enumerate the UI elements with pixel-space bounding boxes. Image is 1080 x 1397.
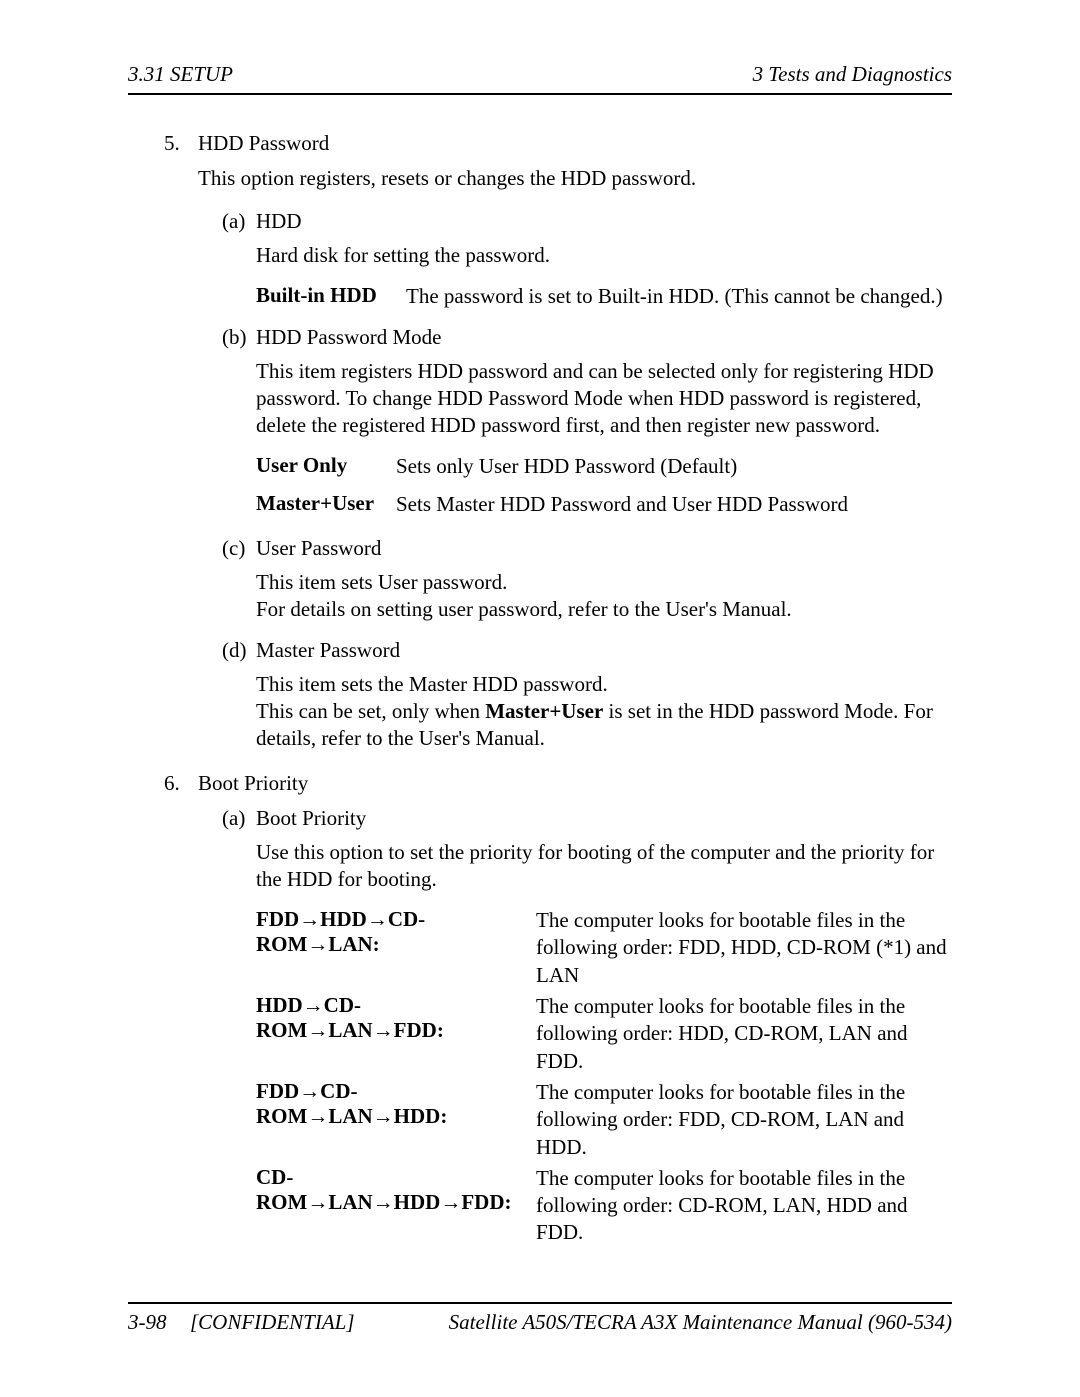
content-area: 5. HDD Password This option registers, r… xyxy=(128,95,952,1247)
boot-row-2-term: FDD→CD-ROM→LAN→HDD: xyxy=(256,1079,536,1161)
boot-row-1: HDD→CD-ROM→LAN→FDD: The computer looks f… xyxy=(256,993,952,1075)
boot-row-2: FDD→CD-ROM→LAN→HDD: The computer looks f… xyxy=(256,1079,952,1161)
item5a-title: HDD xyxy=(256,209,952,234)
item5c-marker: (c) xyxy=(222,536,256,561)
item5d-marker: (d) xyxy=(222,638,256,663)
item6a-marker: (a) xyxy=(222,806,256,831)
item5b-row2-term: Master+User xyxy=(256,491,396,518)
list-item-5: 5. HDD Password xyxy=(164,131,952,156)
item5d-line2a: This can be set, only when xyxy=(256,699,485,723)
item5b: (b) HDD Password Mode xyxy=(222,325,952,350)
item6-title: Boot Priority xyxy=(198,771,952,796)
item5-marker: 5. xyxy=(164,131,198,156)
boot-row-2-desc: The computer looks for bootable files in… xyxy=(536,1079,952,1161)
item5b-row2: Master+User Sets Master HDD Password and… xyxy=(256,491,952,518)
header-right: 3 Tests and Diagnostics xyxy=(753,62,952,87)
item5b-desc: This item registers HDD password and can… xyxy=(256,358,952,440)
item5a-desc: Hard disk for setting the password. xyxy=(256,242,952,269)
item6-marker: 6. xyxy=(164,771,198,796)
boot-row-3-term: CD-ROM→LAN→HDD→FDD: xyxy=(256,1165,536,1247)
item6a-desc: Use this option to set the priority for … xyxy=(256,839,952,894)
footer-manual-title: Satellite A50S/TECRA A3X Maintenance Man… xyxy=(395,1310,952,1335)
item6a-table: FDD→HDD→CD-ROM→LAN: The computer looks f… xyxy=(256,907,952,1247)
boot-row-1-term: HDD→CD-ROM→LAN→FDD: xyxy=(256,993,536,1075)
boot-row-0: FDD→HDD→CD-ROM→LAN: The computer looks f… xyxy=(256,907,952,989)
item5c-line2: For details on setting user password, re… xyxy=(256,597,792,621)
item5a-row: Built-in HDD The password is set to Buil… xyxy=(256,283,952,310)
header-left: 3.31 SETUP xyxy=(128,62,233,87)
boot-row-0-desc: The computer looks for bootable files in… xyxy=(536,907,952,989)
item5d-line2b: Master+User xyxy=(485,699,603,723)
item5d: (d) Master Password xyxy=(222,638,952,663)
item5c-line1: This item sets User password. xyxy=(256,570,507,594)
item5a-termdesc: The password is set to Built-in HDD. (Th… xyxy=(406,283,952,310)
boot-row-0-term: FDD→HDD→CD-ROM→LAN: xyxy=(256,907,536,989)
boot-row-3: CD-ROM→LAN→HDD→FDD: The computer looks f… xyxy=(256,1165,952,1247)
footer-page-num: 3-98 xyxy=(128,1310,190,1335)
item5a-term: Built-in HDD xyxy=(256,283,406,310)
item5d-title: Master Password xyxy=(256,638,952,663)
item5c-desc: This item sets User password. For detail… xyxy=(256,569,952,624)
item5d-desc: This item sets the Master HDD password. … xyxy=(256,671,952,753)
boot-row-1-desc: The computer looks for bootable files in… xyxy=(536,993,952,1075)
item5c-title: User Password xyxy=(256,536,952,561)
item5-intro: This option registers, resets or changes… xyxy=(198,166,952,191)
item5b-table: User Only Sets only User HDD Password (D… xyxy=(256,453,952,518)
item5b-marker: (b) xyxy=(222,325,256,350)
page-footer: 3-98 [CONFIDENTIAL] Satellite A50S/TECRA… xyxy=(128,1302,952,1335)
item6a: (a) Boot Priority xyxy=(222,806,952,831)
footer-confidential: [CONFIDENTIAL] xyxy=(190,1310,355,1335)
page-body: 3.31 SETUP 3 Tests and Diagnostics 5. HD… xyxy=(0,0,1080,1247)
item5a: (a) HDD xyxy=(222,209,952,234)
item5b-row1-desc: Sets only User HDD Password (Default) xyxy=(396,453,952,480)
list-item-6: 6. Boot Priority xyxy=(164,771,952,796)
item5d-line1: This item sets the Master HDD password. xyxy=(256,672,608,696)
item5b-row1: User Only Sets only User HDD Password (D… xyxy=(256,453,952,480)
item5b-title: HDD Password Mode xyxy=(256,325,952,350)
page-header: 3.31 SETUP 3 Tests and Diagnostics xyxy=(128,62,952,95)
item5b-row1-term: User Only xyxy=(256,453,396,480)
item5-title: HDD Password xyxy=(198,131,952,156)
item6a-title: Boot Priority xyxy=(256,806,952,831)
item5b-row2-desc: Sets Master HDD Password and User HDD Pa… xyxy=(396,491,952,518)
boot-row-3-desc: The computer looks for bootable files in… xyxy=(536,1165,952,1247)
item5a-marker: (a) xyxy=(222,209,256,234)
item5a-table: Built-in HDD The password is set to Buil… xyxy=(256,283,952,310)
item5c: (c) User Password xyxy=(222,536,952,561)
